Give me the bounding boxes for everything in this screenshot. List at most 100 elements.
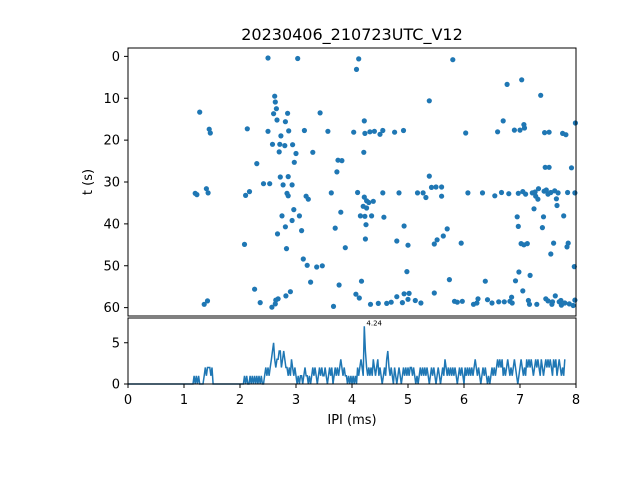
- scatter-point: [479, 190, 486, 196]
- scatter-point: [279, 213, 285, 219]
- scatter-point: [273, 106, 279, 112]
- scatter-point: [555, 190, 561, 196]
- scatter-point: [459, 298, 465, 304]
- scatter-point: [328, 190, 334, 196]
- scatter-point: [252, 286, 258, 292]
- scatter-point: [527, 272, 533, 278]
- scatter-point: [366, 199, 372, 206]
- scatter-point: [241, 241, 248, 247]
- scatter-point: [203, 186, 209, 192]
- scatter-point: [361, 118, 367, 124]
- scatter-point: [334, 169, 340, 175]
- scatter-point: [282, 119, 288, 125]
- histogram-y-ticks: 05: [112, 336, 128, 393]
- scatter-point: [552, 293, 558, 299]
- scatter-point: [201, 301, 207, 307]
- scatter-point: [489, 300, 495, 306]
- scatter-y-tick-label: 50: [103, 259, 120, 274]
- scatter-point: [278, 133, 284, 139]
- scatter-point: [274, 117, 280, 123]
- scatter-point: [204, 298, 211, 304]
- scatter-point: [548, 251, 554, 257]
- scatter-point: [519, 77, 525, 83]
- scatter-point: [291, 207, 297, 213]
- scatter-point: [287, 289, 293, 295]
- scatter-point: [271, 111, 277, 117]
- scatter-point: [277, 174, 283, 180]
- scatter-y-tick-label: 20: [103, 134, 120, 149]
- scatter-point: [400, 127, 407, 134]
- scatter-point: [317, 110, 323, 116]
- scatter-point: [463, 130, 469, 136]
- scatter-point: [308, 279, 314, 285]
- scatter-point: [516, 269, 522, 275]
- scatter-point: [363, 222, 369, 228]
- scatter-point: [538, 92, 544, 98]
- scatter-point: [426, 173, 432, 179]
- histogram-x-tick-label: 7: [516, 393, 524, 408]
- scatter-point: [465, 190, 471, 196]
- scatter-point: [539, 225, 546, 231]
- scatter-point: [364, 205, 370, 211]
- scatter-point: [336, 282, 342, 288]
- scatter-point: [554, 202, 560, 209]
- scatter-point: [243, 192, 249, 198]
- scatter-point: [197, 109, 203, 115]
- scatter-point: [549, 299, 556, 305]
- scatter-point: [388, 299, 394, 305]
- scatter-point: [565, 189, 571, 196]
- scatter-point: [420, 190, 426, 196]
- scatter-point: [572, 297, 578, 303]
- scatter-point: [325, 128, 331, 134]
- scatter-point: [342, 245, 348, 251]
- scatter-point: [450, 57, 456, 63]
- scatter-point: [272, 99, 278, 105]
- scatter-point: [285, 193, 291, 199]
- scatter-point: [546, 164, 552, 170]
- scatter-point: [289, 217, 295, 224]
- histogram-x-tick-label: 1: [180, 393, 188, 408]
- scatter-point: [361, 149, 367, 155]
- scatter-point: [370, 198, 376, 204]
- scatter-point: [551, 240, 557, 246]
- scatter-point: [531, 206, 537, 212]
- scatter-point: [509, 300, 515, 306]
- scatter-point: [504, 81, 510, 87]
- scatter-y-ticks: 0 10 20 30 40 50 60: [103, 50, 128, 316]
- scatter-point: [276, 149, 282, 155]
- scatter-point: [330, 303, 337, 309]
- scatter-point: [428, 184, 435, 190]
- scatter-point: [207, 130, 213, 136]
- histogram-x-ticks: 0 1 2 3 4 5 6 7 8: [124, 384, 580, 408]
- scatter-point: [484, 297, 491, 303]
- histogram-x-tick-label: 4: [348, 393, 356, 408]
- scatter-point: [291, 159, 297, 165]
- scatter-point: [356, 56, 362, 62]
- scatter-point: [444, 226, 450, 232]
- scatter-point: [431, 241, 437, 247]
- scatter-point: [353, 66, 360, 72]
- scatter-point: [205, 190, 211, 196]
- scatter-point: [394, 238, 400, 244]
- scatter-point: [257, 300, 263, 306]
- scatter-point: [572, 120, 579, 126]
- scatter-point: [500, 118, 506, 124]
- scatter-point: [358, 278, 365, 284]
- scatter-point: [399, 300, 405, 306]
- scatter-point: [454, 299, 460, 305]
- histogram-line: [128, 326, 566, 385]
- histogram-frame: [127, 317, 577, 385]
- scatter-point: [515, 190, 521, 196]
- scatter-point: [506, 191, 512, 197]
- scatter-point: [246, 189, 253, 195]
- scatter-point: [492, 193, 498, 199]
- scatter-point: [515, 223, 521, 229]
- scatter-point: [355, 189, 361, 196]
- scatter-point: [299, 228, 305, 234]
- scatter-point: [423, 194, 429, 201]
- scatter-point: [369, 213, 375, 219]
- scatter-point: [512, 278, 519, 284]
- scatter-point: [572, 190, 578, 196]
